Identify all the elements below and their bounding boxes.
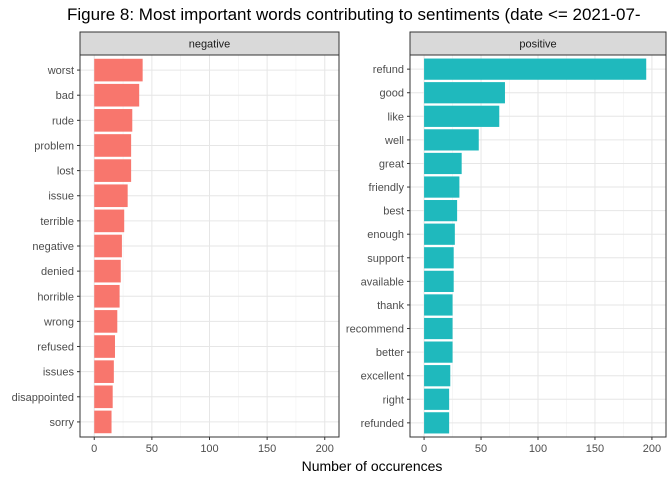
- x-tick-label: 200: [316, 443, 334, 455]
- bar-negative-negative: [94, 234, 122, 258]
- panel-border: [409, 54, 667, 438]
- y-tick-label: issue: [48, 191, 74, 203]
- x-axis-title: Number of occurences: [302, 458, 443, 474]
- bar-positive-great: [424, 152, 462, 175]
- bar-positive-refunded: [424, 412, 450, 434]
- bar-positive-thank: [424, 294, 453, 316]
- bar-positive-refund: [424, 58, 647, 80]
- x-tick-label: 150: [258, 443, 276, 455]
- bar-positive-best: [424, 200, 458, 222]
- y-tick-label: great: [379, 158, 404, 170]
- y-tick-label: right: [383, 394, 404, 406]
- y-tick-label: terrible: [40, 216, 74, 228]
- y-tick-label: thank: [377, 300, 404, 312]
- y-tick-label: excellent: [361, 371, 404, 383]
- bar-negative-wrong: [94, 310, 118, 333]
- bar-positive-support: [424, 247, 454, 269]
- bar-negative-denied: [94, 259, 121, 283]
- bar-positive-well: [424, 129, 479, 151]
- y-tick-label: wrong: [43, 316, 74, 328]
- y-tick-label: better: [376, 347, 404, 359]
- y-tick-label: support: [367, 253, 404, 265]
- y-tick-label: well: [384, 135, 404, 147]
- bar-negative-sorry: [94, 410, 112, 434]
- y-tick-label: recommend: [346, 324, 404, 336]
- bar-positive-enough: [424, 223, 455, 245]
- bar-negative-problem: [94, 134, 132, 157]
- y-tick-label: worst: [47, 65, 74, 77]
- panel-positive: positive refund good like well great friendly b…: [346, 31, 667, 455]
- y-tick-label: negative: [32, 241, 74, 253]
- bar-positive-better: [424, 341, 453, 363]
- bar-positive-available: [424, 270, 454, 292]
- panel-negative: negative worst bad rude problem lost issue terr…: [12, 31, 340, 455]
- y-tick-label: refund: [373, 64, 404, 76]
- x-tick-label: 0: [91, 443, 97, 455]
- x-tick-label: 50: [146, 443, 158, 455]
- y-tick-label: available: [361, 276, 404, 288]
- bar-negative-worst: [94, 58, 143, 82]
- y-tick-label: issues: [43, 367, 75, 379]
- y-tick-label: denied: [41, 266, 74, 278]
- bar-positive-recommend: [424, 317, 453, 340]
- y-tick-label: bad: [56, 90, 74, 102]
- bar-negative-issues: [94, 360, 114, 383]
- bar-negative-refused: [94, 335, 115, 358]
- bar-negative-terrible: [94, 209, 125, 233]
- x-tick-label: 50: [475, 443, 487, 455]
- facet-strip-label: negative: [189, 39, 231, 51]
- bar-negative-lost: [94, 159, 132, 182]
- y-tick-label: lost: [57, 166, 74, 178]
- bar-negative-rude: [94, 109, 133, 132]
- x-tick-label: 150: [586, 443, 604, 455]
- y-tick-label: sorry: [50, 417, 75, 429]
- bar-positive-good: [424, 82, 505, 104]
- bar-positive-excellent: [424, 365, 451, 387]
- bar-negative-horrible: [94, 284, 120, 308]
- facet-strip-label: positive: [519, 39, 556, 51]
- y-tick-label: good: [380, 88, 404, 100]
- bar-positive-friendly: [424, 176, 460, 198]
- x-tick-label: 100: [529, 443, 547, 455]
- y-tick-label: disappointed: [12, 392, 74, 404]
- bar-negative-bad: [94, 83, 140, 107]
- y-tick-label: best: [383, 206, 404, 218]
- panel-border: [79, 54, 340, 438]
- y-tick-label: problem: [34, 140, 74, 152]
- y-tick-label: refunded: [361, 418, 404, 430]
- bar-positive-right: [424, 388, 450, 410]
- bar-negative-issue: [94, 184, 128, 208]
- x-tick-label: 100: [200, 443, 218, 455]
- y-tick-label: horrible: [37, 291, 74, 303]
- x-tick-label: 200: [643, 443, 661, 455]
- y-tick-label: rude: [52, 115, 74, 127]
- y-tick-label: refused: [37, 342, 74, 354]
- x-tick-label: 0: [421, 443, 427, 455]
- bar-positive-like: [424, 105, 500, 127]
- facet-panels: negative worst bad rude problem lost issue terr…: [12, 31, 667, 455]
- chart-title: Figure 8: Most important words contribut…: [67, 5, 641, 24]
- y-tick-label: enough: [367, 229, 404, 241]
- y-tick-label: friendly: [369, 182, 405, 194]
- bar-negative-disappointed: [94, 385, 113, 409]
- y-tick-label: like: [387, 111, 404, 123]
